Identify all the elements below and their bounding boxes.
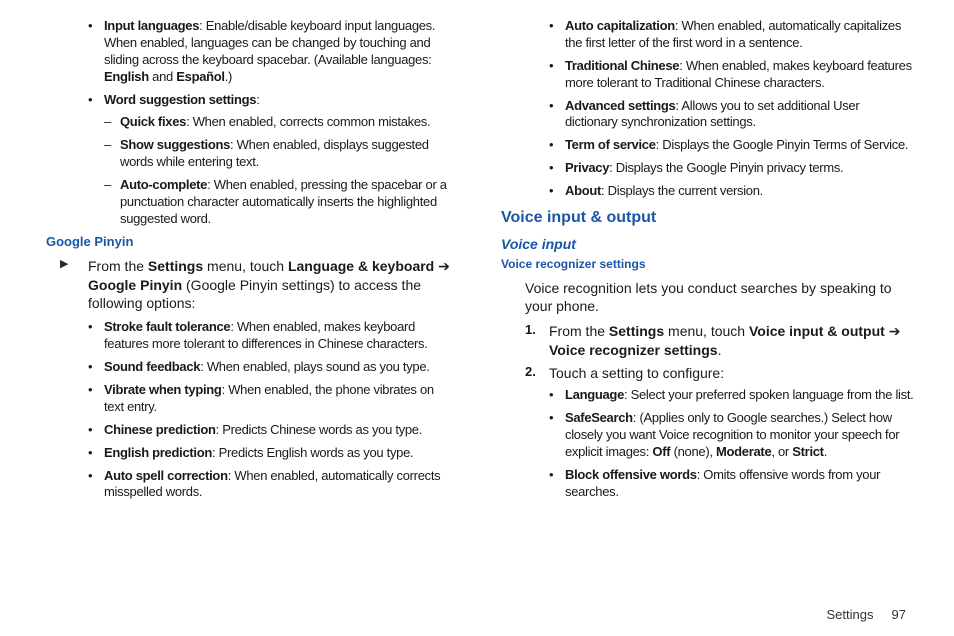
bullet-icon: •	[549, 137, 565, 154]
list-item: • Block offensive words: Omits offensive…	[501, 467, 914, 501]
item-title: Word suggestion settings	[104, 92, 256, 107]
step-number: 2.	[501, 364, 549, 383]
bullet-icon: •	[549, 410, 565, 461]
page-footer: Settings 97	[826, 607, 906, 624]
bullet-icon: •	[549, 18, 565, 52]
step-2: 2. Touch a setting to configure:	[501, 364, 914, 383]
dash-icon: –	[104, 137, 120, 171]
list-item: • Language: Select your preferred spoken…	[501, 387, 914, 404]
list-item: • Advanced settings: Allows you to set a…	[501, 98, 914, 132]
heading-voice-input: Voice input	[501, 235, 914, 253]
bullet-icon: •	[88, 468, 104, 502]
intro-text: Voice recognition lets you conduct searc…	[525, 279, 914, 317]
list-item: • Traditional Chinese: When enabled, mak…	[501, 58, 914, 92]
left-column: • Input languages: Enable/disable keyboa…	[40, 18, 453, 626]
procedure-step: ▶ From the Settings menu, touch Language…	[40, 257, 453, 314]
bullet-icon: •	[549, 387, 565, 404]
bullet-icon: •	[88, 422, 104, 439]
list-item: • Auto capitalization: When enabled, aut…	[501, 18, 914, 52]
dash-icon: –	[104, 177, 120, 228]
list-item: • Vibrate when typing: When enabled, the…	[40, 382, 453, 416]
step-1: 1. From the Settings menu, touch Voice i…	[501, 322, 914, 360]
list-item: • Privacy: Displays the Google Pinyin pr…	[501, 160, 914, 177]
dash-icon: –	[104, 114, 120, 131]
heading-voice-io: Voice input & output	[501, 208, 914, 229]
heading-voice-recognizer: Voice recognizer settings	[501, 257, 914, 273]
bullet-icon: •	[88, 445, 104, 462]
list-item: • Word suggestion settings:	[40, 92, 453, 109]
list-item: – Quick fixes: When enabled, corrects co…	[40, 114, 453, 131]
bullet-icon: •	[549, 160, 565, 177]
list-item: • SafeSearch: (Applies only to Google se…	[501, 410, 914, 461]
bullet-icon: •	[88, 382, 104, 416]
list-item: • Term of service: Displays the Google P…	[501, 137, 914, 154]
footer-section: Settings	[826, 607, 873, 622]
bullet-icon: •	[549, 58, 565, 92]
step-number: 1.	[501, 322, 549, 360]
heading-google-pinyin: Google Pinyin	[46, 234, 453, 251]
list-item: • Auto spell correction: When enabled, a…	[40, 468, 453, 502]
bullet-icon: •	[549, 467, 565, 501]
bullet-icon: •	[88, 18, 104, 86]
bullet-icon: •	[88, 92, 104, 109]
bullet-icon: •	[549, 98, 565, 132]
list-item: • English prediction: Predicts English w…	[40, 445, 453, 462]
list-item: • Sound feedback: When enabled, plays so…	[40, 359, 453, 376]
page-container: • Input languages: Enable/disable keyboa…	[40, 18, 914, 626]
bullet-icon: •	[88, 359, 104, 376]
footer-page: 97	[892, 607, 906, 622]
item-title: Input languages	[104, 18, 199, 33]
list-item: • Stroke fault tolerance: When enabled, …	[40, 319, 453, 353]
list-item: • About: Displays the current version.	[501, 183, 914, 200]
right-column: • Auto capitalization: When enabled, aut…	[501, 18, 914, 626]
arrow-icon: ▶	[40, 257, 88, 314]
list-item: – Show suggestions: When enabled, displa…	[40, 137, 453, 171]
list-item: • Input languages: Enable/disable keyboa…	[40, 18, 453, 86]
list-item: • Chinese prediction: Predicts Chinese w…	[40, 422, 453, 439]
bullet-icon: •	[549, 183, 565, 200]
list-item: – Auto-complete: When enabled, pressing …	[40, 177, 453, 228]
bullet-icon: •	[88, 319, 104, 353]
